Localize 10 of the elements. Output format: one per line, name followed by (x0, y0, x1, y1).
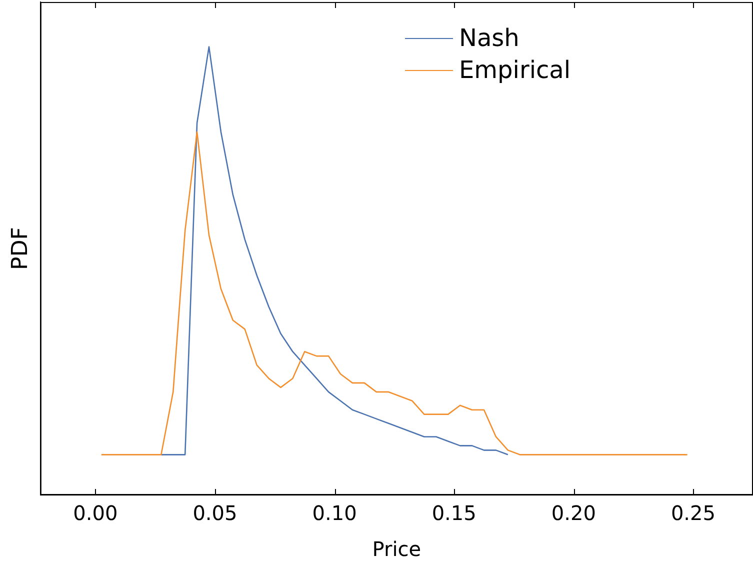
legend-label: Nash (459, 23, 520, 54)
x-tick-label: 0.10 (312, 501, 357, 526)
legend-label: Empirical (459, 55, 571, 86)
x-tick-label: 0.15 (432, 501, 476, 526)
x-tick-label: 0.20 (551, 501, 596, 526)
x-tick-label: 0.25 (670, 501, 716, 526)
y-axis-title: PDF (8, 227, 33, 270)
x-axis-title: Price (372, 537, 422, 562)
x-tick-label: 0.00 (73, 501, 118, 526)
x-tick-label: 0.05 (192, 501, 238, 526)
